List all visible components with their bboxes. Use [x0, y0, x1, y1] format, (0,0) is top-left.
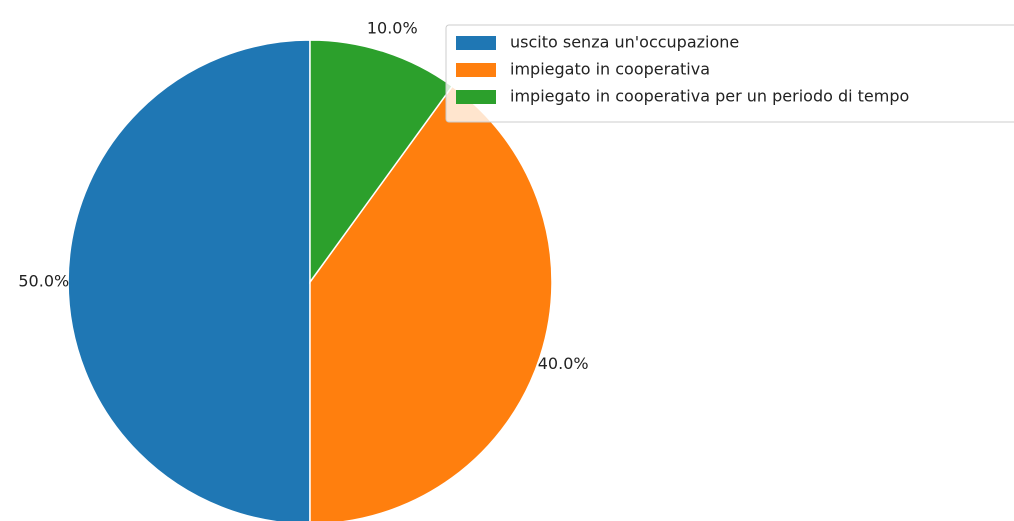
legend-label: uscito senza un'occupazione: [510, 33, 739, 52]
legend-swatch: [456, 90, 496, 104]
legend-label: impiegato in cooperativa: [510, 60, 710, 79]
slice-label: 10.0%: [367, 18, 418, 37]
legend-label: impiegato in cooperativa per un periodo …: [510, 87, 909, 106]
slice-label: 40.0%: [538, 354, 589, 373]
legend-swatch: [456, 63, 496, 77]
pie-slice: [309, 85, 553, 521]
slice-label: 50.0%: [18, 272, 69, 291]
legend: uscito senza un'occupazione impiegato in …: [445, 24, 1014, 123]
pie-slice: [67, 39, 311, 521]
pie-slice: [309, 39, 454, 285]
legend-box: [445, 24, 1014, 123]
legend-swatch: [456, 36, 496, 50]
